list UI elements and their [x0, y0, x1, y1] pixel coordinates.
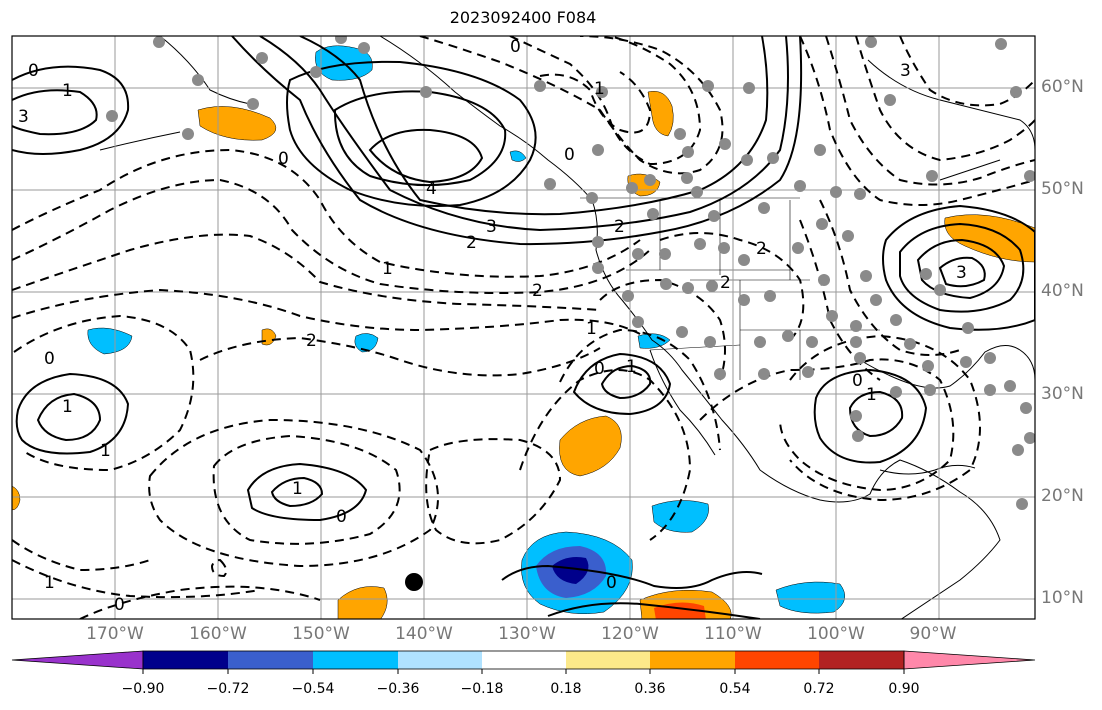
svg-text:2: 2: [532, 281, 543, 301]
svg-text:2: 2: [306, 331, 317, 351]
lon-label: 110°W: [704, 624, 762, 644]
contour-labels: 0 1 3 4 3 2 1 2 1 0 2 1 0 1 1 0 1 0 2 0 …: [18, 37, 967, 615]
colorbar-tick-label: 0.72: [803, 681, 835, 697]
lon-label: 90°W: [909, 624, 957, 644]
colorbar-bin: [566, 651, 650, 669]
map-title: 2023092400 F084: [449, 8, 597, 27]
colorbar-bin: [650, 651, 735, 669]
colorbar-bin: [228, 651, 313, 669]
colorbar-bin: [143, 651, 228, 669]
svg-text:1: 1: [382, 259, 393, 279]
colorbar-high-arrow: [903, 650, 1036, 670]
lon-label: 100°W: [807, 624, 865, 644]
svg-text:0: 0: [852, 371, 863, 391]
coastlines: [99, 36, 1035, 619]
station-dots: [106, 36, 1035, 510]
svg-text:0: 0: [510, 37, 521, 57]
svg-text:1: 1: [866, 385, 877, 405]
colorbar-tick-label: 0.18: [550, 681, 582, 697]
svg-text:1: 1: [292, 479, 303, 499]
lon-label: 150°W: [292, 624, 350, 644]
svg-text:0: 0: [336, 507, 347, 527]
colorbar-bin: [819, 651, 904, 669]
negative-contours: [12, 36, 1035, 619]
lat-label: 30°N: [1041, 384, 1084, 404]
lat-lon-grid: [12, 36, 1035, 619]
lon-label: 140°W: [395, 624, 453, 644]
lat-label: 50°N: [1041, 179, 1084, 199]
svg-text:2: 2: [466, 233, 477, 253]
colorbar-tick-label: −0.18: [460, 681, 504, 697]
svg-text:1: 1: [626, 357, 637, 377]
storm-marker: [405, 573, 423, 591]
lon-label: 170°W: [86, 624, 144, 644]
svg-text:0: 0: [44, 349, 55, 369]
svg-text:0: 0: [564, 145, 575, 165]
colorbar-tick-label: −0.54: [291, 681, 335, 697]
svg-text:1: 1: [586, 319, 597, 339]
svg-text:3: 3: [18, 107, 29, 127]
lon-label: 160°W: [189, 624, 247, 644]
svg-text:1: 1: [594, 79, 605, 99]
lat-label: 10°N: [1041, 588, 1084, 608]
positive-contours: [12, 36, 1035, 619]
lat-label: 40°N: [1041, 281, 1084, 301]
svg-text:2: 2: [614, 217, 625, 237]
shaded-anomalies: [12, 45, 1035, 619]
colorbar-tick-label: −0.36: [376, 681, 420, 697]
colorbar: [11, 650, 1036, 674]
colorbar-bin: [735, 651, 819, 669]
svg-text:0: 0: [28, 61, 39, 81]
map-frame: [11, 35, 1036, 620]
svg-text:3: 3: [900, 61, 911, 81]
colorbar-bin: [313, 651, 398, 669]
svg-text:1: 1: [62, 397, 73, 417]
svg-text:2: 2: [720, 273, 731, 293]
colorbar-tick-label: 0.54: [719, 681, 751, 697]
svg-text:0: 0: [114, 595, 125, 615]
lat-label: 60°N: [1041, 77, 1084, 97]
colorbar-tick-label: 0.90: [888, 681, 920, 697]
svg-text:3: 3: [486, 217, 497, 237]
svg-text:1: 1: [44, 573, 55, 593]
lat-label: 20°N: [1041, 486, 1084, 506]
colorbar-tick-label: 0.36: [634, 681, 666, 697]
colorbar-low-arrow: [11, 650, 144, 670]
colorbar-bin: [398, 651, 482, 669]
svg-text:0: 0: [606, 573, 617, 593]
svg-text:0: 0: [278, 149, 289, 169]
svg-text:1: 1: [100, 441, 111, 461]
colorbar-tick-label: −0.72: [206, 681, 250, 697]
svg-text:2: 2: [756, 239, 767, 259]
lon-label: 120°W: [601, 624, 659, 644]
svg-text:1: 1: [62, 81, 73, 101]
colorbar-bin: [482, 651, 566, 669]
svg-text:0: 0: [594, 359, 605, 379]
svg-text:4: 4: [426, 179, 437, 199]
svg-text:3: 3: [956, 263, 967, 283]
lon-label: 130°W: [498, 624, 556, 644]
colorbar-tick-label: −0.90: [121, 681, 165, 697]
